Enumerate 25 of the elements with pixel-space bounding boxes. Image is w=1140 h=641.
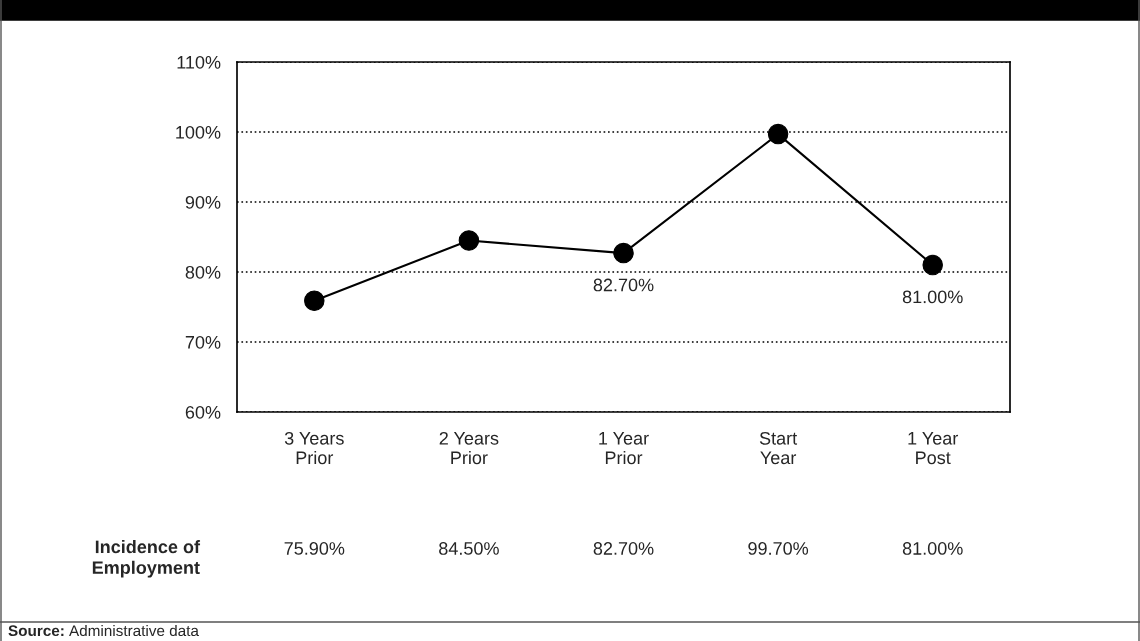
point <box>767 123 789 145</box>
text: 84.50% <box>439 542 499 555</box>
point <box>458 230 480 251</box>
text: Incidence of Employment <box>92 540 201 578</box>
y-tick-label: 80% <box>185 265 221 279</box>
x-tick-label: 3 Years Prior <box>284 431 344 465</box>
point <box>922 254 943 276</box>
text: 99.70% <box>748 542 809 555</box>
text: 75.90% <box>284 542 345 555</box>
y-tick-label: 90% <box>185 195 221 209</box>
data-label: 82.70% <box>593 278 654 292</box>
x-tick-label: 1 Year Post <box>908 432 959 465</box>
y-tick-label: 60% <box>185 405 221 419</box>
point <box>613 242 634 264</box>
point <box>304 290 325 311</box>
y-tick-label: 110% <box>177 55 221 69</box>
source-note: Source: Administrative data <box>8 624 199 637</box>
x-tick-label: 1 Year Prior <box>599 432 649 465</box>
text: 82.70% <box>593 542 654 555</box>
y-tick-label: 100% <box>176 125 221 139</box>
data-label: 81.00% <box>902 290 963 304</box>
x-tick-label: Start Year <box>759 431 798 465</box>
x-tick-label: 2 Years Prior <box>439 431 499 465</box>
y-tick-label: 70% <box>185 335 221 349</box>
text: 81.00% <box>902 542 963 555</box>
